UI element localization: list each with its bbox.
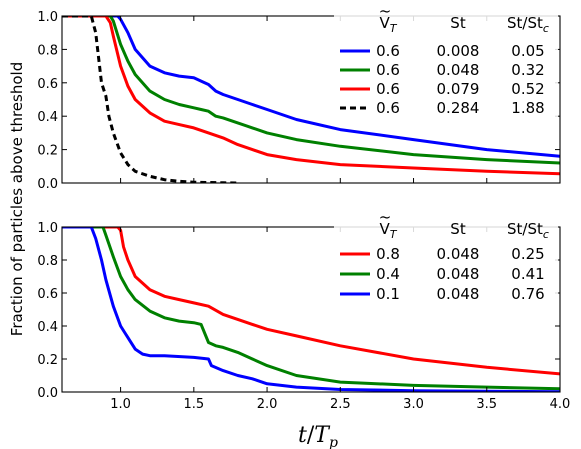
- y-tick-label: 0.4: [37, 110, 58, 125]
- legend-header-2-main: St/St: [507, 14, 543, 32]
- y-axis-label: Fraction of particles above threshold: [8, 62, 26, 336]
- y-tick-label: 0.8: [37, 254, 58, 269]
- x-tick-label: 3.0: [403, 397, 424, 412]
- legend-cell: 0.52: [511, 80, 544, 98]
- axes-frame: [61, 226, 561, 393]
- series-line-1: [62, 16, 560, 165]
- x-axis-label-T: T: [314, 423, 331, 448]
- bottom-panel: 0.0 0.2 0.4 0.6 0.8 1.0 1.0 1.5 2.0 2.5 3.0 3.5 4.0 V…: [37, 208, 570, 412]
- legend-cell: 0.41: [511, 265, 544, 283]
- y-tick-label: 0.6: [37, 77, 58, 92]
- legend-background: [334, 10, 558, 118]
- axes-frame: [61, 15, 561, 184]
- y-tick-label: 0.0: [37, 386, 58, 401]
- legend-cell: 0.32: [511, 61, 544, 79]
- legend-cell: 0.05: [511, 42, 544, 60]
- x-tick-label: 2.0: [257, 397, 278, 412]
- y-tick-label: 0.2: [37, 353, 58, 368]
- legend-header-2-subscript: c: [543, 228, 549, 241]
- x-axis-label: t/Tp: [298, 423, 338, 449]
- legend-header-2-subscript: c: [543, 22, 549, 35]
- y-tick-label: 0.6: [37, 287, 58, 302]
- x-axis-label-t: t: [298, 423, 307, 448]
- series-group: [62, 227, 560, 392]
- y-tick-label: 1.0: [37, 221, 58, 236]
- series-line-0: [62, 227, 560, 376]
- series-line-3: [62, 16, 238, 183]
- x-axis-label-sub: p: [329, 435, 338, 449]
- x-tick-label: 1.5: [183, 397, 204, 412]
- y-tick-label: 1.0: [37, 10, 58, 25]
- series-group: [62, 16, 560, 183]
- x-axis-label-slash: /: [307, 423, 315, 448]
- legend-cell: 0.048: [437, 61, 480, 79]
- legend-cell: 0.6: [376, 61, 400, 79]
- series-line-0: [62, 16, 560, 158]
- series-line-2: [62, 16, 560, 176]
- legend-header-0: VT: [380, 14, 398, 35]
- series-line-1: [62, 227, 560, 391]
- legend-cell: 0.048: [437, 265, 480, 283]
- legend-header-2: St/Stc: [507, 220, 549, 241]
- legend-header-2: St/Stc: [507, 14, 549, 35]
- legend-cell: 0.008: [437, 42, 480, 60]
- legend-cell: 0.284: [437, 99, 480, 117]
- x-tick-label: 4.0: [550, 397, 571, 412]
- legend-header-0-subscript: T: [390, 228, 398, 241]
- legend-cell: 0.079: [437, 80, 480, 98]
- legend-header-tilde: ~: [379, 208, 392, 226]
- x-tick-label: 3.5: [476, 397, 497, 412]
- legend-background: [334, 216, 558, 308]
- legend-cell: 0.1: [376, 285, 400, 303]
- legend-header-2-main: St/St: [507, 220, 543, 238]
- legend-cell: 0.6: [376, 80, 400, 98]
- legend-cell: 0.6: [376, 99, 400, 117]
- y-tick-label: 0.8: [37, 43, 58, 58]
- legend-cell: 0.048: [437, 285, 480, 303]
- legend-cell: 0.8: [376, 245, 400, 263]
- series-line-2: [62, 227, 560, 392]
- y-tick-label: 0.2: [37, 144, 58, 159]
- legend-cell: 0.25: [511, 245, 544, 263]
- y-tick-label: 0.4: [37, 320, 58, 335]
- legend-header-0: VT: [380, 220, 398, 241]
- legend-cell: 1.88: [511, 99, 544, 117]
- legend-cell: 0.048: [437, 245, 480, 263]
- legend-cell: 0.4: [376, 265, 400, 283]
- legend-cell: 0.76: [511, 285, 544, 303]
- legend-header-tilde: ~: [379, 2, 392, 20]
- legend-header-0-main: V: [380, 14, 391, 32]
- legend-header-1: St: [450, 220, 466, 238]
- legend-header-0-subscript: T: [390, 22, 398, 35]
- legend-cell: 0.6: [376, 42, 400, 60]
- y-tick-label: 0.0: [37, 177, 58, 192]
- legend-header-1: St: [450, 14, 466, 32]
- legend-header-0-main: V: [380, 220, 391, 238]
- x-tick-label: 1.0: [110, 397, 131, 412]
- x-tick-label: 2.5: [330, 397, 351, 412]
